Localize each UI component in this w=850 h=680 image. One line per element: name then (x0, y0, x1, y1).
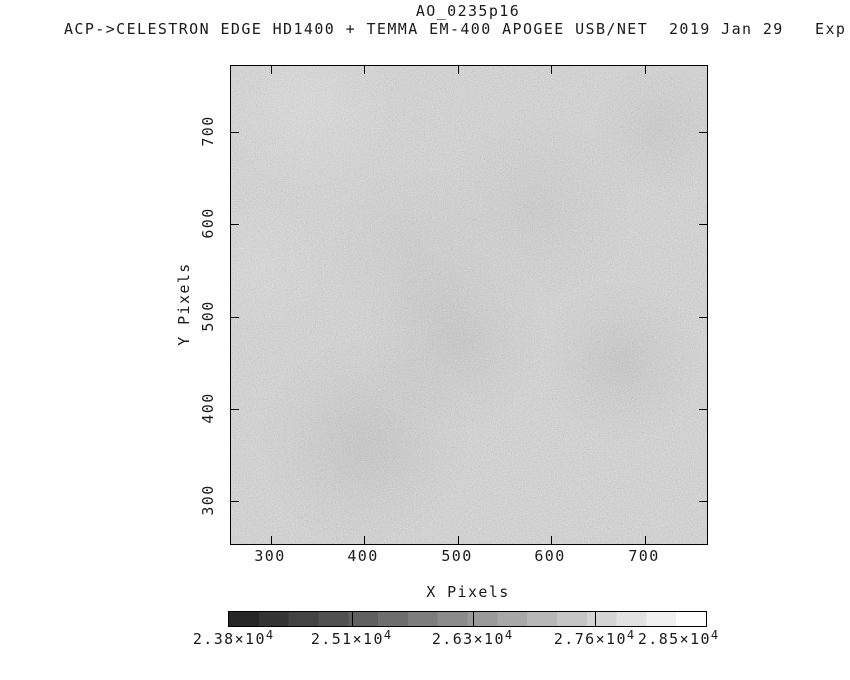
colorbar-label: 2.38×104 (192, 628, 274, 648)
x-axis-tick (364, 536, 365, 544)
y-axis-tick (231, 409, 239, 410)
y-tick-label: 500 (199, 300, 217, 332)
grayscale-colorbar (228, 611, 707, 627)
y-axis-tick (231, 132, 239, 133)
x-axis-tick-top (645, 66, 646, 74)
y-axis-tick (231, 224, 239, 225)
colorbar-label: 2.63×104 (431, 628, 513, 648)
colorbar-tick (352, 612, 353, 626)
y-axis-tick-right (699, 224, 707, 225)
x-axis-tick (458, 536, 459, 544)
colorbar-tick (595, 612, 596, 626)
colorbar-label: 2.76×104 (553, 628, 635, 648)
x-tick-label: 700 (628, 547, 660, 565)
y-axis-tick (231, 317, 239, 318)
y-axis-tick (231, 501, 239, 502)
colorbar-label: 2.51×104 (310, 628, 392, 648)
y-axis-tick-right (699, 409, 707, 410)
x-tick-label: 400 (347, 547, 379, 565)
x-axis-tick-top (458, 66, 459, 74)
x-axis-tick-top (551, 66, 552, 74)
x-tick-label: 300 (254, 547, 286, 565)
page-title: AO_0235p16 (415, 2, 521, 20)
y-axis-tick-right (699, 501, 707, 502)
image-plot-area (230, 65, 708, 545)
x-axis-tick-top (271, 66, 272, 74)
x-tick-label: 500 (441, 547, 473, 565)
y-axis-title: Y Pixels (175, 262, 193, 346)
colorbar-tick (473, 612, 474, 626)
y-tick-label: 600 (199, 207, 217, 239)
image-mottling-overlay (231, 66, 707, 544)
x-axis-title: X Pixels (426, 583, 510, 601)
x-axis-tick (271, 536, 272, 544)
x-axis-tick (645, 536, 646, 544)
x-axis-tick (551, 536, 552, 544)
y-axis-tick-right (699, 132, 707, 133)
y-tick-label: 300 (199, 484, 217, 516)
colorbar-label: 2.85×104 (637, 628, 719, 648)
x-tick-label: 600 (534, 547, 566, 565)
y-axis-tick-right (699, 317, 707, 318)
y-tick-label: 400 (199, 392, 217, 424)
y-tick-label: 700 (199, 115, 217, 147)
x-axis-tick-top (364, 66, 365, 74)
plot-subtitle: ACP->CELESTRON EDGE HD1400 + TEMMA EM-40… (64, 20, 847, 38)
ccd-image (231, 66, 707, 544)
